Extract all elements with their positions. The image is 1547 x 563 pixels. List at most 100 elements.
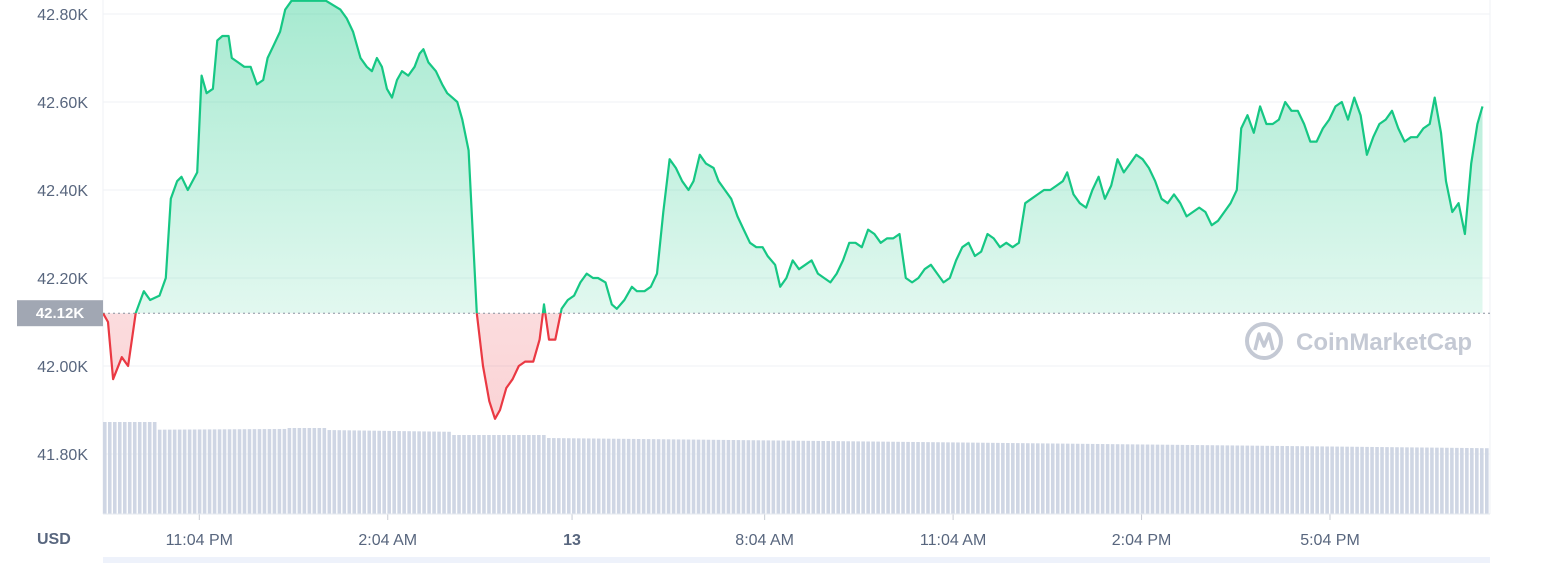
reference-price-badge: 42.12K [17,300,103,327]
volume-bar [1290,446,1295,514]
volume-bar [212,429,217,514]
volume-bar [292,428,297,514]
price-line-up [102,0,1484,314]
volume-bar [1385,447,1389,514]
volume-bar [357,430,362,514]
volume-bar [1380,447,1384,514]
volume-bar [1240,445,1245,514]
volume-bar [272,429,277,514]
volume-bar [791,440,796,514]
volume-bar [576,438,581,514]
volume-bar [596,438,601,514]
volume-bar [442,431,446,514]
volume-bar [1120,444,1125,514]
volume-bar [462,435,466,514]
volume-bar [103,422,107,514]
volume-bar [1085,443,1090,514]
x-axis-labels: 11:04 PM 2:04 AM 13 8:04 AM 11:04 AM 2:04 PM 5… [166,514,1360,549]
volume-bar [352,430,357,514]
volume-bar [327,430,332,514]
volume-bar [1475,448,1479,514]
volume-bar [267,429,272,514]
volume-bar [816,440,821,514]
volume-bar [1275,445,1280,514]
volume-bar [701,439,706,514]
volume-bar [916,442,920,514]
volume-bar [297,428,302,514]
volume-bar [302,428,307,514]
area-fill-down [103,313,561,419]
volume-bar [616,438,621,514]
volume-bar [422,431,426,514]
volume-bar [831,441,836,514]
volume-bar [626,438,631,514]
volume-bar [806,440,811,514]
volume-bar [1011,443,1015,514]
volume-bar [1245,445,1250,514]
volume-bar [651,439,656,514]
volume-bar [991,442,995,514]
volume-bar [731,440,736,514]
volume-bar [1435,447,1439,514]
volume-bar [1150,444,1155,514]
volume-bar [252,429,257,514]
volume-bar [497,435,501,514]
volume-bar [542,435,546,514]
volume-bar [527,435,531,514]
volume-bar [736,440,741,514]
volume-bar [1480,448,1484,514]
volume-bar [716,439,721,514]
volume-bar [477,435,481,514]
volume-bar [766,440,771,514]
volume-bar [661,439,666,514]
volume-bar [557,438,561,514]
volume-bar [901,441,905,514]
volume-bar [911,441,915,514]
volume-bar [1090,443,1095,514]
volume-bar [666,439,671,514]
volume-bar [1026,443,1030,514]
y-tick-label: 42.60K [37,95,88,112]
volume-bar [482,435,486,514]
y-tick-label: 42.40K [37,183,88,200]
volume-bar [162,429,167,514]
volume-bar [1170,444,1175,514]
volume-bar [512,435,516,514]
volume-bar [1345,446,1349,514]
volume-bar [751,440,756,514]
volume-bar [636,438,641,514]
volume-bar [1470,448,1474,514]
y-axis-labels: 42.80K 42.60K 42.40K 42.20K 42.00K 41.80K [37,7,88,464]
volume-bar [811,440,816,514]
volume-bar [537,435,541,514]
volume-bar [761,440,766,514]
volume-bar [966,442,970,514]
volume-bar [1070,443,1075,514]
volume-bar [631,438,636,514]
volume-bar [472,435,476,514]
volume-bar [591,438,596,514]
volume-bar [507,435,511,514]
volume-bar [317,428,322,514]
volume-bar [856,441,860,514]
volume-bar [1060,443,1065,514]
volume-bar [801,440,806,514]
volume-bar [1035,443,1040,514]
volume-bar [946,442,950,514]
volume-bar [492,435,496,514]
range-scroller[interactable] [103,557,1490,563]
volume-bar [1160,444,1165,514]
volume-bar [1006,443,1010,514]
volume-bar [152,422,157,514]
volume-bar [1165,444,1170,514]
volume-bar [1016,443,1020,514]
volume-bar [986,442,990,514]
volume-bar [547,438,551,514]
volume-bar [487,435,491,514]
volume-bar [1355,446,1359,514]
volume-bar [1075,443,1080,514]
coinmarketcap-logo-icon [1245,322,1283,360]
volume-bar [1410,447,1414,514]
